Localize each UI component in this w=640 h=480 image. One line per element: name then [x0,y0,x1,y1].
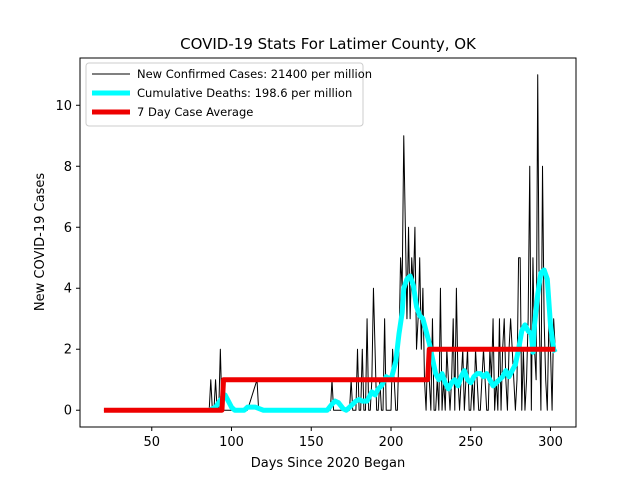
legend-entry-2: Cumulative Deaths: 198.6 per million [137,86,352,100]
x-axis: 50 100 150 200 250 300 [143,427,563,450]
y-tick-label: 10 [55,99,72,114]
chart-title: COVID-19 Stats For Latimer County, OK [180,35,477,53]
legend-entry-3: 7 Day Case Average [137,105,253,119]
plot-frame [79,57,577,428]
y-tick-label: 4 [64,282,72,297]
series-line-2 [208,267,558,413]
plot-area [103,74,558,413]
x-tick-label: 300 [538,435,563,450]
y-axis-label: New COVID-19 Cases [33,173,48,311]
legend-box [85,62,364,127]
y-tick-label: 6 [64,221,72,236]
x-tick-label: 150 [299,435,324,450]
x-axis-label: Days Since 2020 Began [251,456,406,471]
series-line-3 [103,346,556,413]
y-tick-label: 2 [64,343,72,358]
x-tick-label: 200 [379,435,404,450]
y-tick-label: 0 [64,404,72,419]
x-tick-label: 50 [143,435,160,450]
x-tick-label: 100 [219,435,244,450]
y-axis: 0 2 4 6 8 10 [55,99,80,419]
legend: New Confirmed Cases: 21400 per million Cu… [85,62,372,127]
y-tick-label: 8 [64,160,72,175]
x-tick-label: 250 [458,435,483,450]
legend-entry-1: New Confirmed Cases: 21400 per million [137,67,372,81]
